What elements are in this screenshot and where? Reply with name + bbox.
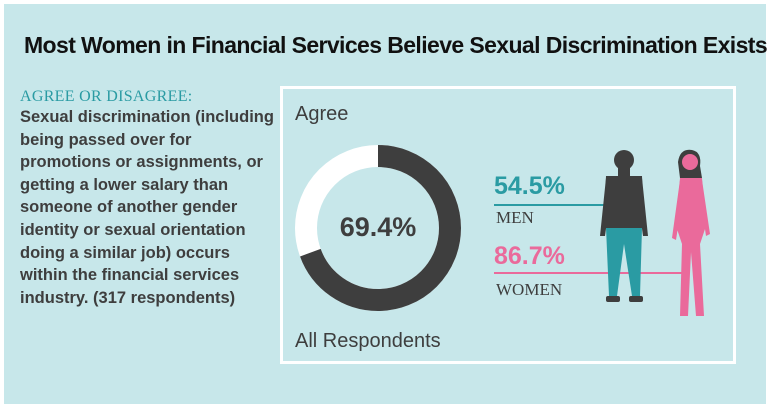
donut-value-arc [295,145,461,311]
donut-chart [295,145,461,311]
men-leader-line [494,204,606,206]
agree-heading: Agree [295,103,349,125]
question-statement: Sexual discrimination (including being p… [20,108,274,307]
women-leader-line [494,272,686,274]
women-percentage: 86.7% [494,242,565,270]
women-label: WOMEN [496,280,563,299]
results-panel [280,86,736,364]
woman-silhouette-icon [672,149,710,316]
gender-figures [600,149,710,316]
man-silhouette-icon [600,150,648,302]
men-percentage: 54.5% [494,172,565,200]
chart-title: Most Women in Financial Services Believe… [24,32,768,58]
question-label: AGREE OR DISAGREE: [20,88,193,105]
question-text: Sexual discrimination (including being p… [20,106,282,309]
all-respondents-label: All Respondents [295,330,441,352]
respondent-count: (317 respondents) [93,288,236,307]
donut-center-value: 69.4% [339,212,417,242]
men-label: MEN [496,208,534,227]
